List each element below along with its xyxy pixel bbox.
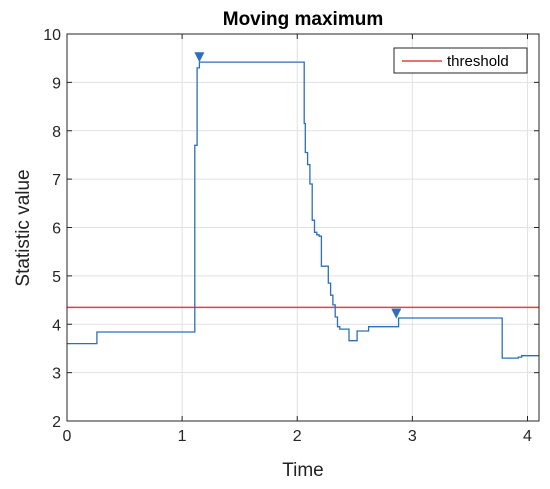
y-tick-label: 9 (52, 75, 61, 92)
x-tick-label: 1 (178, 428, 187, 445)
x-tick-labels: 0 1 2 3 4 (63, 428, 532, 445)
marker-layer (194, 52, 402, 319)
chart-title: Moving maximum (223, 9, 383, 30)
peak-marker (194, 52, 205, 63)
x-tick-label: 3 (408, 428, 417, 445)
y-tick-label: 3 (52, 366, 61, 383)
y-tick-label: 10 (43, 27, 61, 44)
y-tick-label: 6 (52, 221, 61, 238)
legend-label-threshold: threshold (447, 53, 509, 70)
peak-marker (391, 308, 402, 319)
series-line (67, 61, 539, 359)
x-tick-label: 0 (63, 428, 72, 445)
x-tick-label: 4 (523, 428, 532, 445)
tick-layer (66, 33, 539, 422)
y-tick-label: 5 (52, 269, 61, 286)
x-tick-label: 2 (293, 428, 302, 445)
x-axis-label: Time (282, 460, 324, 481)
y-axis-label: Statistic value (13, 169, 34, 286)
legend: threshold (393, 47, 528, 74)
y-tick-label: 8 (52, 124, 61, 141)
y-tick-label: 7 (52, 172, 61, 189)
y-tick-labels: 2 3 4 5 6 7 8 9 10 (43, 27, 61, 431)
y-tick-label: 2 (52, 414, 61, 431)
y-tick-label: 4 (52, 317, 61, 334)
series-layer (67, 61, 539, 359)
